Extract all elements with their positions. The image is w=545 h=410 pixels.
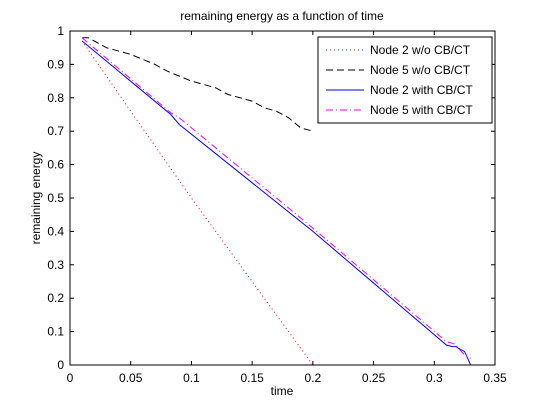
y-tick-label: 0.3 [47,258,64,272]
legend-label: Node 5 w/o CB/CT [370,63,471,77]
x-axis: 0 0.05 0.1 0.15 0.2 0.25 0.3 0.35 [67,31,507,385]
series-line-4 [81,37,471,359]
series-line-1 [81,40,314,366]
y-tick-label: 0.9 [47,57,64,71]
x-tick-label: 0.2 [305,371,322,385]
y-tick-label: 0.6 [47,158,64,172]
x-tick-label: 0.15 [240,371,264,385]
chart-title: remaining energy as a function of time [180,9,384,23]
series-layer [81,37,472,366]
legend: Node 2 w/o CB/CT Node 5 w/o CB/CT Node 2 w… [317,36,493,124]
y-tick-label: 0.5 [47,191,64,205]
legend-label: Node 5 with CB/CT [370,103,473,117]
legend-label: Node 2 with CB/CT [370,83,473,97]
y-tick-label: 0.2 [47,291,64,305]
y-tick-label: 0.4 [47,224,64,238]
x-tick-label: 0.25 [362,371,386,385]
x-tick-label: 0 [67,371,74,385]
y-axis: 0 0.1 0.2 0.3 0.4 0.5 0.6 0.7 0.8 0.9 1 [47,24,495,372]
x-tick-label: 0.05 [119,371,143,385]
series-line-3 [81,40,472,366]
legend-box [317,36,493,124]
y-tick-label: 0.1 [47,325,64,339]
x-tick-label: 0.35 [483,371,507,385]
x-tick-label: 0.3 [426,371,443,385]
x-tick-label: 0.1 [183,371,200,385]
legend-label: Node 2 w/o CB/CT [370,43,471,57]
y-tick-label: 0 [57,358,64,372]
y-tick-label: 0.8 [47,91,64,105]
y-axis-label: remaining energy [29,152,43,245]
y-tick-label: 1 [57,24,64,38]
y-tick-label: 0.7 [47,124,64,138]
x-axis-label: time [271,384,294,398]
